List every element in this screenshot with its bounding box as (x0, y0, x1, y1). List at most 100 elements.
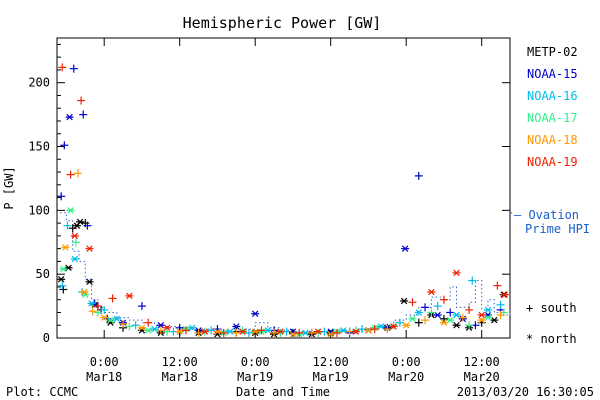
legend: METP-02 NOAA-15 NOAA-16 NOAA-17 NOAA-18 NOAA-… (527, 45, 578, 169)
noaa-19-south-point (108, 294, 117, 303)
noaa-18-north-point (137, 324, 146, 332)
noaa-15-north-point (156, 322, 165, 329)
noaa-18-south-point (383, 325, 392, 334)
star-d2 (214, 328, 221, 335)
noaa-18-north-point (61, 244, 70, 251)
noaa-19-south-point (493, 281, 502, 290)
plot-frame (56, 37, 511, 339)
star-d2 (453, 322, 460, 329)
noaa-18-south-point (194, 328, 203, 337)
metp-02-north-point (76, 218, 85, 226)
noaa-18-north-point (80, 288, 89, 296)
noaa-19-south-point (332, 328, 341, 337)
noaa-15-south-point (57, 192, 66, 201)
noaa-17-north-point (106, 316, 115, 324)
north-marker-legend: * north (526, 332, 577, 346)
star-d2 (302, 329, 309, 337)
star-d2 (71, 255, 79, 263)
star-d2 (157, 322, 165, 329)
noaa-15-north-point (433, 311, 442, 319)
noaa-18-north-point (364, 327, 373, 334)
noaa-16-north-point (70, 255, 79, 263)
star-d2 (113, 315, 120, 323)
noaa-19-south-point (93, 302, 102, 311)
star-d2 (365, 327, 372, 334)
star-d2 (151, 325, 158, 333)
star-d2 (126, 292, 133, 300)
x-tick-date-label: Mar18 (86, 370, 122, 384)
noaa-19-north-point (125, 292, 134, 300)
star-d2 (226, 328, 234, 335)
star-d2 (447, 316, 454, 324)
star-d2 (277, 328, 284, 335)
chart-title: Hemispheric Power [GW] (183, 14, 382, 32)
star-d2 (176, 328, 183, 335)
noaa-19-north-point (200, 328, 209, 335)
star-d2 (415, 309, 422, 316)
noaa-17-north-point (144, 327, 153, 334)
noaa-18-south-point (421, 316, 430, 325)
metp-02-north-point (400, 297, 409, 305)
noaa-19-south-point (295, 328, 304, 337)
noaa-16-south-point (395, 318, 404, 327)
noaa-19-south-point (465, 305, 474, 314)
star-d2 (163, 324, 171, 332)
star-d2 (491, 316, 498, 324)
metp-02-south-point (439, 314, 448, 323)
noaa-18-south-point (88, 307, 97, 316)
noaa-19-south-point (144, 318, 153, 327)
metp-02-south-point (68, 224, 77, 233)
metp-02-north-point (64, 264, 73, 272)
star-d2 (57, 276, 65, 283)
noaa-17-south-point (163, 327, 172, 336)
noaa-18-south-point (232, 328, 241, 337)
noaa-16-north-point (87, 300, 96, 307)
noaa-15-north-point (251, 310, 260, 317)
star-d2 (264, 327, 271, 334)
noaa-15-north-point (401, 245, 410, 252)
star-d2 (86, 245, 93, 252)
noaa-16-north-point (339, 327, 348, 334)
noaa-18-south-point (458, 313, 467, 322)
noaa-19-south-point (58, 63, 67, 72)
noaa-17-south-point (71, 238, 80, 247)
noaa-16-north-point (452, 311, 461, 319)
star-d2 (377, 323, 385, 330)
x-tick-time-label: 12:00 (464, 355, 500, 369)
noaa-19-north-point (351, 328, 360, 335)
star-d2 (251, 310, 259, 317)
noaa-16-north-point (112, 315, 121, 323)
metp-02-north-point (72, 222, 81, 229)
noaa-18-south-point (307, 328, 316, 337)
noaa-18-north-point (402, 322, 411, 329)
metp-02-north-point (57, 276, 66, 283)
star-d2 (62, 244, 69, 251)
noaa-17-south-point (238, 326, 247, 335)
star-d2 (66, 113, 73, 121)
x-tick-date-label: Mar19 (313, 370, 349, 384)
noaa-19-north-point (163, 324, 172, 332)
star-d2 (100, 314, 108, 321)
x-tick-date-label: Mar19 (237, 370, 273, 384)
ovation-legend-line1: — Ovation (514, 208, 579, 222)
star-d2 (82, 291, 89, 298)
noaa-19-north-point (427, 288, 436, 296)
x-tick-date-label: Mar18 (162, 370, 198, 384)
noaa-19-north-point (276, 328, 285, 335)
noaa-17-south-point (427, 308, 436, 317)
star-d2 (501, 291, 508, 298)
x-tick-time-label: 0:00 (392, 355, 421, 369)
ovation-hpi-line (60, 212, 511, 333)
star-d2 (400, 297, 408, 305)
y-tick-label: 200 (28, 76, 50, 90)
noaa-16-north-point (188, 324, 197, 332)
noaa-16-south-point (358, 325, 367, 334)
x-tick-time-label: 0:00 (241, 355, 270, 369)
metp-02-south-point (414, 318, 423, 327)
star-d2 (352, 328, 360, 335)
x-axis-label: Date and Time (236, 385, 330, 399)
noaa-19-north-point (85, 245, 94, 252)
star-d2 (189, 324, 196, 332)
star-d2 (327, 330, 334, 338)
noaa-19-north-point (477, 311, 486, 319)
